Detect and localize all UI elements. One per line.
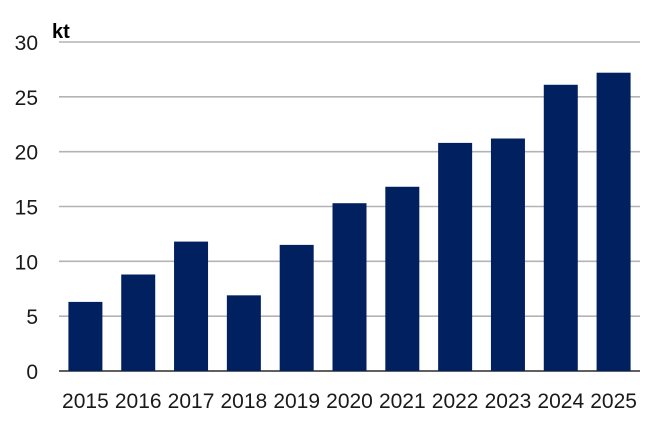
x-tick-label: 2024 — [537, 390, 584, 413]
y-tick-label: 20 — [15, 142, 38, 165]
bar-2025 — [596, 72, 631, 371]
bar-2015 — [68, 301, 103, 371]
y-axis-unit-label: kt — [52, 21, 70, 43]
y-tick-label: 30 — [15, 32, 38, 55]
bar-2017 — [174, 241, 209, 371]
x-tick-label: 2015 — [62, 390, 109, 413]
bar-2020 — [332, 203, 367, 371]
x-tick-label: 2020 — [326, 390, 373, 413]
bars — [68, 72, 631, 372]
bar-2024 — [543, 84, 578, 372]
x-tick-label: 2017 — [168, 390, 215, 413]
bar-2023 — [490, 138, 525, 371]
y-tick-label: 0 — [26, 361, 38, 384]
x-tick-label: 2018 — [221, 390, 268, 413]
x-tick-label: 2023 — [485, 390, 532, 413]
x-tick-label: 2022 — [432, 390, 479, 413]
x-tick-labels: 2015 2016 2017 2018 2019 2020 2021 2022 2023 2024… — [62, 390, 637, 413]
x-tick-label: 2016 — [115, 390, 162, 413]
x-tick-label: 2021 — [379, 390, 426, 413]
y-tick-labels: 0 5 10 15 20 25 30 — [15, 32, 38, 384]
y-tick-label: 15 — [15, 197, 38, 220]
x-tick-label: 2019 — [273, 390, 320, 413]
bar-2016 — [121, 274, 156, 371]
bar-2018 — [226, 295, 261, 371]
x-tick-label: 2025 — [590, 390, 637, 413]
bar-2021 — [385, 186, 420, 371]
bar-2022 — [438, 142, 473, 371]
y-tick-label: 25 — [15, 87, 38, 110]
bar-2019 — [279, 244, 314, 371]
y-tick-label: 10 — [15, 251, 38, 274]
y-tick-label: 5 — [26, 306, 38, 329]
